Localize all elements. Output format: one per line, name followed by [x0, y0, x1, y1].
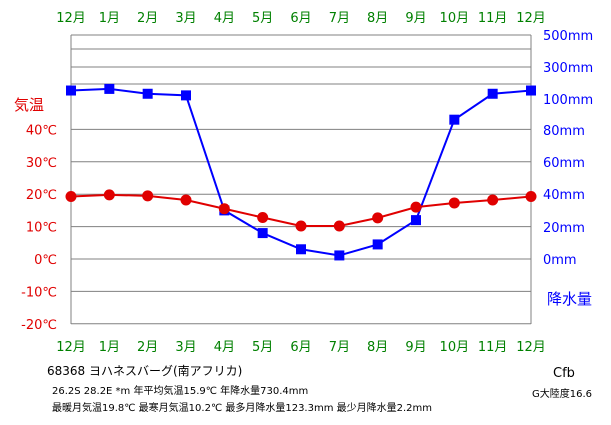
month-label: 10月 [440, 340, 470, 355]
month-label: 1月 [99, 340, 120, 355]
precipitation-point [526, 85, 536, 96]
precipitation-tick-label: 60mm [543, 156, 585, 171]
precipitation-axis-title: 降水量 [547, 290, 592, 308]
temperature-point [333, 220, 345, 232]
month-label: 4月 [214, 340, 235, 355]
temperature-point [372, 212, 384, 224]
precipitation-tick-label: 20mm [543, 221, 585, 236]
month-label: 5月 [252, 340, 273, 355]
precipitation-point [334, 250, 345, 261]
temperature-point [65, 190, 77, 202]
month-label: 1月 [99, 11, 120, 26]
temperature-axis-title: 気温 [14, 96, 44, 114]
precipitation-point [296, 244, 306, 255]
temperature-tick-label: -20℃ [21, 318, 57, 333]
month-label: 10月 [440, 11, 470, 26]
month-label: 6月 [290, 11, 311, 26]
month-labels-top: 12月 1月 2月 3月 4月 5月 6月 7月 8月 9月 10月 11月 12月 [56, 11, 546, 26]
precipitation-tick-label: 300mm [543, 61, 593, 76]
precipitation-point [181, 90, 191, 101]
month-label: 2月 [137, 340, 158, 355]
precipitation-tick-label: 0mm [543, 253, 577, 268]
temperature-point [295, 220, 307, 232]
month-label: 3月 [175, 11, 196, 26]
temperature-point [448, 197, 460, 209]
temperature-tick-label: 0℃ [34, 253, 57, 268]
month-label: 9月 [405, 340, 426, 355]
month-label: 8月 [367, 11, 388, 26]
precipitation-tick-label: 100mm [543, 93, 593, 108]
precipitation-point [66, 85, 76, 96]
temperature-tick-label: 40℃ [26, 123, 57, 138]
precipitation-tick-label: 500mm [543, 29, 593, 44]
temperature-tick-label: 20℃ [26, 188, 57, 203]
precipitation-point [142, 88, 153, 99]
month-label: 6月 [290, 340, 311, 355]
temperature-point [487, 194, 499, 206]
month-label: 4月 [214, 11, 235, 26]
temperature-point [410, 201, 422, 213]
station-id-name: 68368 ヨハネスバーグ(南アフリカ) [47, 364, 243, 378]
precipitation-series [66, 83, 536, 261]
precipitation-point [104, 83, 115, 94]
temperature-point [142, 190, 154, 202]
month-label: 2月 [137, 11, 158, 26]
temperature-tick-label: 10℃ [26, 221, 57, 236]
month-label: 12月 [516, 340, 546, 355]
temperature-point [218, 203, 230, 215]
month-label: 3月 [175, 340, 196, 355]
temperature-point [525, 190, 537, 202]
precipitation-point [449, 114, 460, 125]
precipitation-point [411, 215, 421, 226]
temperature-axis-ticks: -20℃ -10℃ 0℃ 10℃ 20℃ 30℃ 40℃ [21, 123, 57, 332]
month-label: 11月 [478, 11, 508, 26]
month-label: 12月 [56, 11, 86, 26]
precipitation-point [257, 228, 268, 239]
month-label: 12月 [516, 11, 546, 26]
temperature-series [65, 189, 537, 232]
precipitation-tick-label: 80mm [543, 124, 585, 139]
temperature-point [103, 189, 115, 201]
grid-lines [70, 34, 532, 325]
month-label: 8月 [367, 340, 388, 355]
month-label: 11月 [478, 340, 508, 355]
precipitation-axis-ticks: 0mm 20mm 40mm 60mm 80mm 100mm 300mm 500mm [543, 29, 593, 268]
continentality-index: G大陸度16.6 [532, 389, 593, 400]
month-labels-bottom: 12月 1月 2月 3月 4月 5月 6月 7月 8月 9月 10月 11月 12月 [56, 340, 546, 355]
month-label: 5月 [252, 11, 273, 26]
climate-code: Cfb [553, 366, 575, 381]
station-extremes-summary: 最暖月気温19.8℃ 最寒月気温10.2℃ 最多月降水量123.3mm 最少月降… [52, 403, 433, 414]
temperature-point [257, 212, 269, 224]
precipitation-point [487, 88, 498, 99]
month-label: 7月 [329, 340, 350, 355]
temperature-tick-label: 30℃ [26, 156, 57, 171]
month-label: 12月 [56, 340, 86, 355]
month-label: 9月 [405, 11, 426, 26]
station-coords-summary: 26.2S 28.2E *m 年平均気温15.9℃ 年降水量730.4mm [52, 386, 309, 397]
temperature-tick-label: -10℃ [21, 285, 57, 300]
precipitation-point [372, 239, 383, 250]
temperature-point [180, 194, 192, 206]
precipitation-tick-label: 40mm [543, 188, 585, 203]
month-label: 7月 [329, 11, 350, 26]
